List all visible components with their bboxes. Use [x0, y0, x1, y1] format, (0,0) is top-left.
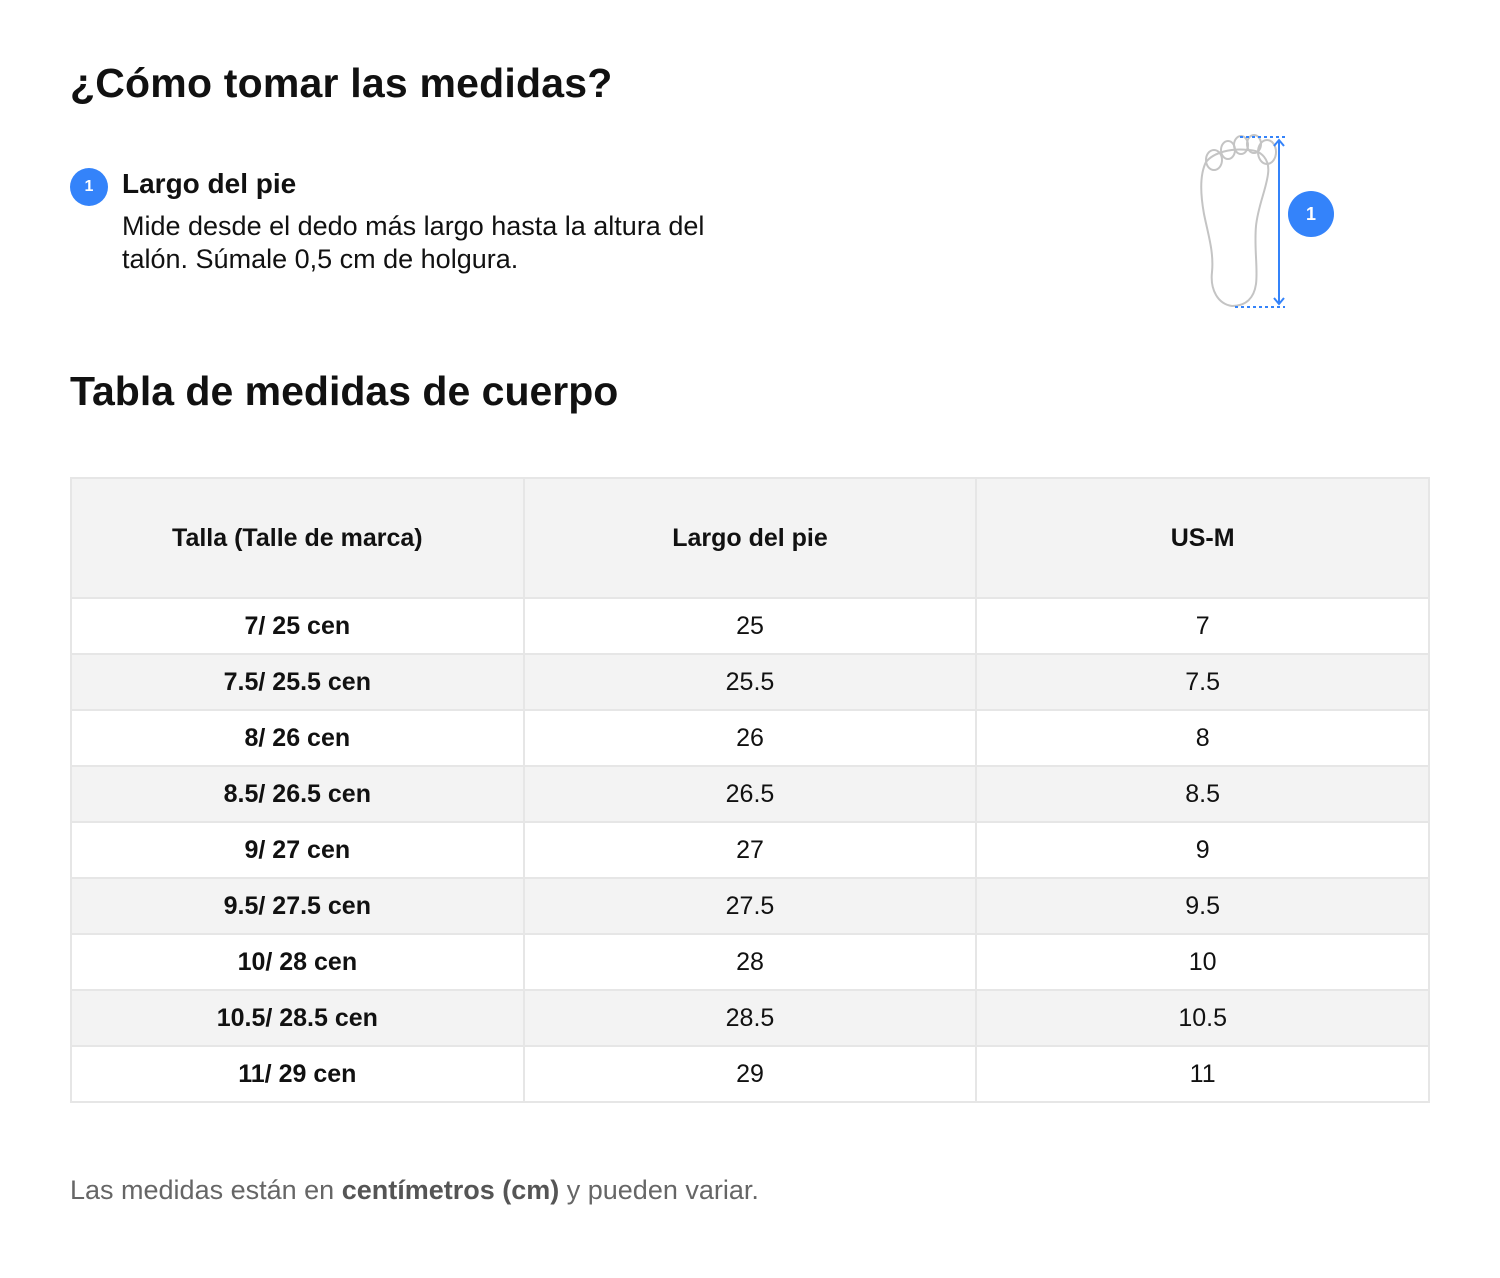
foot-length-cell: 26.5	[522, 765, 978, 823]
us-m-cell: 8	[975, 709, 1430, 767]
us-m-cell: 7	[975, 597, 1430, 655]
us-m-cell: 10	[975, 933, 1430, 991]
illustration-number-badge: 1	[1288, 191, 1334, 237]
us-m-cell: 9	[975, 821, 1430, 879]
footnote-text-before: Las medidas están en	[70, 1175, 342, 1205]
us-m-cell: 9.5	[975, 877, 1430, 935]
foot-length-cell: 26	[522, 709, 978, 767]
foot-length-cell: 28.5	[522, 989, 978, 1047]
size-cell: 7/ 25 cen	[70, 597, 525, 655]
size-cell: 7.5/ 25.5 cen	[70, 653, 525, 711]
table-row: 9.5/ 27.5 cen 27.5 9.5	[70, 877, 1430, 935]
table-row: 10/ 28 cen 28 10	[70, 933, 1430, 991]
size-cell: 8/ 26 cen	[70, 709, 525, 767]
foot-length-cell: 25	[522, 597, 978, 655]
us-m-cell: 10.5	[975, 989, 1430, 1047]
us-m-cell: 8.5	[975, 765, 1430, 823]
foot-length-cell: 28	[522, 933, 978, 991]
size-cell: 9.5/ 27.5 cen	[70, 877, 525, 935]
table-row: 9/ 27 cen 27 9	[70, 821, 1430, 879]
table-row: 7/ 25 cen 25 7	[70, 597, 1430, 655]
footnote-units-emphasis: centímetros (cm)	[341, 1175, 560, 1205]
footnote-text-after: y pueden variar.	[559, 1175, 759, 1205]
us-m-cell: 7.5	[975, 653, 1430, 711]
foot-length-cell: 25.5	[522, 653, 978, 711]
size-cell: 10.5/ 28.5 cen	[70, 989, 525, 1047]
units-footnote: Las medidas están en centímetros (cm) y …	[70, 1175, 759, 1206]
table-row: 8.5/ 26.5 cen 26.5 8.5	[70, 765, 1430, 823]
column-header-foot-length: Largo del pie	[522, 477, 978, 599]
size-cell: 10/ 28 cen	[70, 933, 525, 991]
foot-length-cell: 27.5	[522, 877, 978, 935]
size-cell: 9/ 27 cen	[70, 821, 525, 879]
table-title: Tabla de medidas de cuerpo	[70, 368, 619, 414]
size-cell: 8.5/ 26.5 cen	[70, 765, 525, 823]
step-description: Mide desde el dedo más largo hasta la al…	[122, 211, 705, 274]
step-number-badge: 1	[70, 168, 108, 206]
foot-length-cell: 29	[522, 1045, 978, 1103]
column-header-size: Talla (Talle de marca)	[70, 477, 525, 599]
table-header-row: Talla (Talle de marca) Largo del pie US-…	[70, 477, 1430, 599]
page-title: ¿Cómo tomar las medidas?	[70, 60, 613, 106]
size-cell: 11/ 29 cen	[70, 1045, 525, 1103]
table-row: 8/ 26 cen 26 8	[70, 709, 1430, 767]
foot-length-cell: 27	[522, 821, 978, 879]
table-row: 10.5/ 28.5 cen 28.5 10.5	[70, 989, 1430, 1047]
column-header-us-m: US-M	[975, 477, 1430, 599]
step-title: Largo del pie	[122, 168, 297, 199]
foot-measure-icon	[1200, 134, 1285, 308]
table-row: 7.5/ 25.5 cen 25.5 7.5	[70, 653, 1430, 711]
size-table: Talla (Talle de marca) Largo del pie US-…	[70, 477, 1430, 1103]
table-row: 11/ 29 cen 29 11	[70, 1045, 1430, 1103]
us-m-cell: 11	[975, 1045, 1430, 1103]
